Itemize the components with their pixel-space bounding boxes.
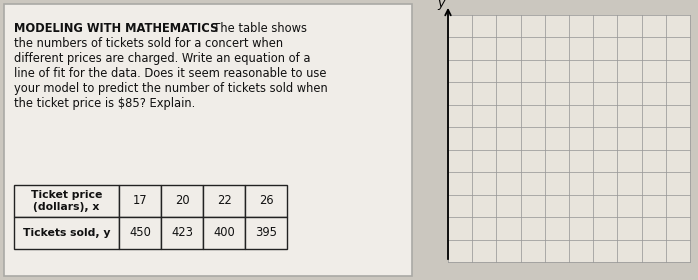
Text: 400: 400 [213,227,235,239]
Text: Ticket price
(dollars), x: Ticket price (dollars), x [31,190,102,212]
Text: 450: 450 [129,227,151,239]
FancyBboxPatch shape [4,4,412,276]
Bar [161,185,203,217]
Text: Tickets sold, y: Tickets sold, y [23,228,110,238]
Bar [448,15,690,262]
Bar [119,185,161,217]
Text: your model to predict the number of tickets sold when: your model to predict the number of tick… [14,82,328,95]
Bar [245,217,287,249]
Bar [245,185,287,217]
Bar [203,217,245,249]
Text: the numbers of tickets sold for a concert when: the numbers of tickets sold for a concer… [14,37,283,50]
Text: the ticket price is $85? Explain.: the ticket price is $85? Explain. [14,97,195,110]
Bar [161,217,203,249]
Text: MODELING WITH MATHEMATICS: MODELING WITH MATHEMATICS [14,22,218,35]
Text: 395: 395 [255,227,277,239]
Text: The table shows: The table shows [206,22,307,35]
Text: 17: 17 [133,195,147,207]
Bar [119,217,161,249]
Text: 26: 26 [259,195,274,207]
Bar [14,185,119,217]
Bar [203,185,245,217]
Bar [14,217,119,249]
Text: y: y [438,0,445,10]
Text: 22: 22 [216,195,231,207]
Text: different prices are charged. Write an equation of a: different prices are charged. Write an e… [14,52,311,65]
Text: 423: 423 [171,227,193,239]
Text: line of fit for the data. Does it seem reasonable to use: line of fit for the data. Does it seem r… [14,67,327,80]
Text: 20: 20 [174,195,189,207]
